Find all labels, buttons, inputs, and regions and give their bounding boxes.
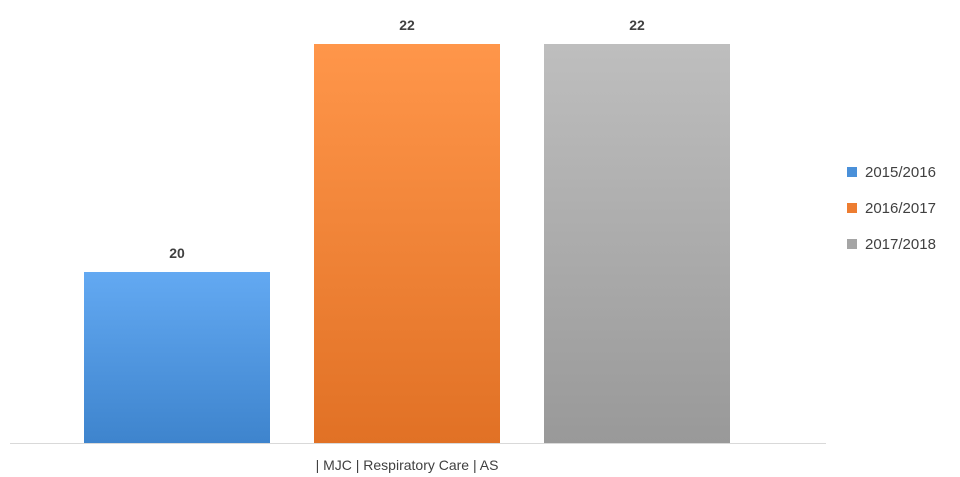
legend: 2015/2016 2016/2017 2017/2018: [847, 164, 936, 253]
bar-2016-2017: [314, 44, 500, 443]
data-label-2016-2017: 22: [399, 17, 415, 33]
bar-2015-2016: [84, 272, 270, 443]
category-labels-layer: | MJC | Respiratory Care | AS: [316, 457, 499, 473]
bar-2017-2018: [544, 44, 730, 443]
legend-label-2015-2016: 2015/2016: [865, 164, 936, 181]
legend-swatch-2015-2016: [847, 167, 857, 177]
category-label: | MJC | Respiratory Care | AS: [316, 457, 499, 473]
data-label-2015-2016: 20: [169, 245, 185, 261]
legend-swatch-2016-2017: [847, 203, 857, 213]
legend-swatch-2017-2018: [847, 239, 857, 249]
data-label-2017-2018: 22: [629, 17, 645, 33]
legend-label-2016-2017: 2016/2017: [865, 200, 936, 217]
data-labels-layer: 20 22 22: [169, 17, 645, 261]
bars-layer: [84, 44, 730, 443]
legend-label-2017-2018: 2017/2018: [865, 236, 936, 253]
